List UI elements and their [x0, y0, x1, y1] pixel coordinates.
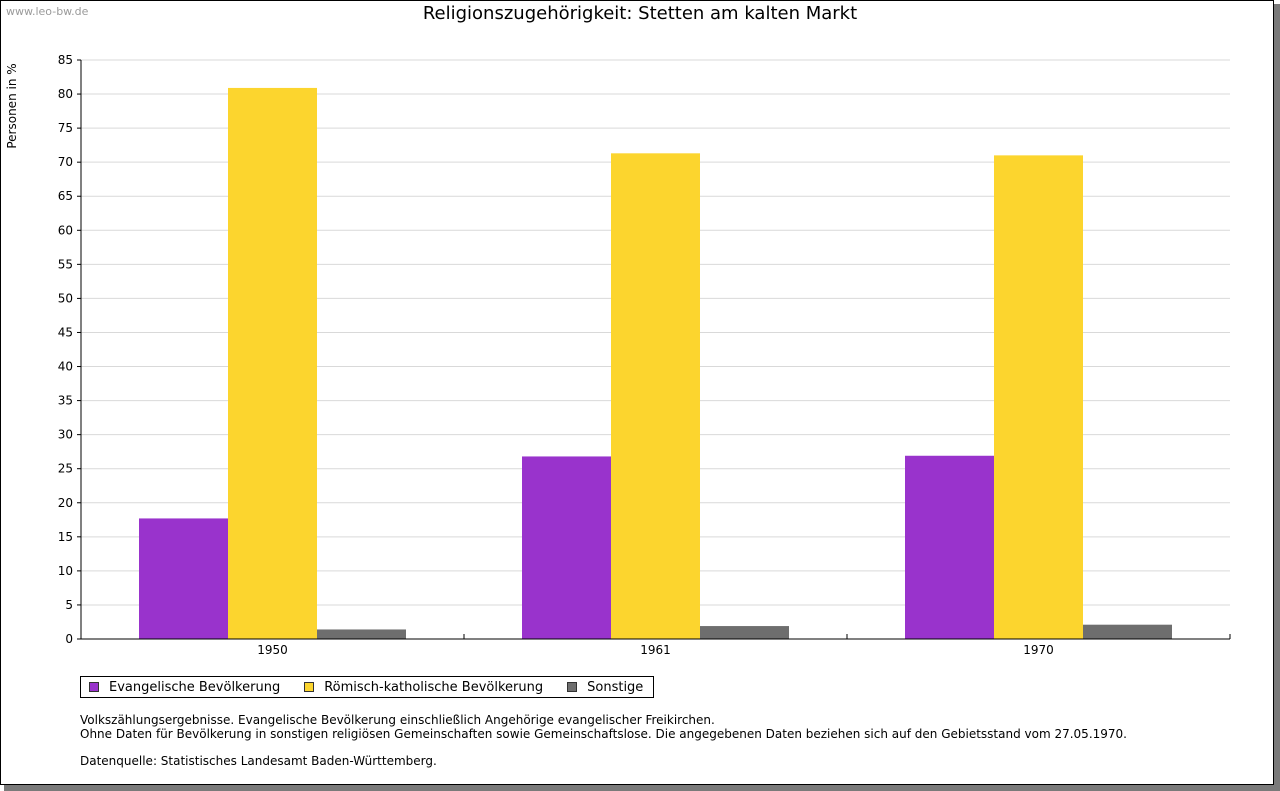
chart-notes: Volkszählungsergebnisse. Evangelische Be…	[80, 713, 1127, 768]
y-tick-label: 80	[58, 87, 73, 101]
frame-shadow	[4, 785, 1280, 791]
y-tick-label: 30	[58, 428, 73, 442]
bar	[522, 456, 611, 639]
bar	[700, 626, 789, 639]
legend-item-evangelisch: Evangelische Bevölkerung	[89, 680, 280, 695]
legend-label: Sonstige	[587, 679, 644, 695]
legend-swatch	[567, 682, 578, 692]
y-tick-label: 20	[58, 496, 73, 510]
bar	[228, 87, 317, 640]
x-tick-label: 1970	[1023, 643, 1054, 657]
note-line: Volkszählungsergebnisse. Evangelische Be…	[80, 713, 715, 727]
data-source: Datenquelle: Statistisches Landesamt Bad…	[80, 754, 437, 768]
chart-title: Religionszugehörigkeit: Stetten am kalte…	[422, 3, 858, 24]
bars	[139, 87, 1172, 640]
y-axis-ticks: 0 5 10 15 20 25 30 35 40 45 50 55 60 65 70 75 80 85	[58, 53, 81, 646]
y-tick-label: 10	[58, 564, 73, 578]
note-line: Ohne Daten für Bevölkerung in sonstigen …	[80, 727, 1127, 741]
y-tick-label: 65	[58, 189, 73, 203]
y-tick-label: 25	[58, 462, 73, 476]
y-tick-label: 15	[58, 530, 73, 544]
legend-item-sonstige: Sonstige	[567, 680, 643, 695]
y-tick-label: 5	[65, 598, 73, 612]
axes	[80, 60, 1230, 640]
legend-swatch	[304, 682, 315, 692]
legend-label: Römisch-katholische Bevölkerung	[324, 679, 544, 695]
y-tick-label: 40	[58, 360, 73, 374]
bar	[994, 155, 1083, 640]
legend-label: Evangelische Bevölkerung	[109, 679, 281, 695]
bar	[139, 518, 228, 639]
y-tick-label: 85	[58, 53, 73, 67]
bar	[611, 153, 700, 640]
bar	[317, 629, 406, 639]
watermark: www.leo-bw.de	[6, 5, 89, 18]
y-tick-label: 0	[65, 632, 73, 646]
bar	[1083, 624, 1172, 639]
y-axis-label: Personen in %	[5, 63, 19, 148]
legend: Evangelische Bevölkerung Römisch-katholi…	[80, 676, 655, 698]
x-axis-ticks: 1950 1961 1970	[80, 634, 1231, 657]
frame-shadow	[1274, 4, 1280, 791]
legend-item-katholisch: Römisch-katholische Bevölkerung	[304, 680, 543, 695]
y-tick-label: 55	[58, 257, 73, 271]
x-tick-label: 1950	[257, 643, 288, 657]
y-tick-label: 60	[58, 223, 73, 237]
x-tick-label: 1961	[640, 643, 671, 657]
legend-swatch	[89, 682, 99, 692]
y-tick-label: 75	[58, 121, 73, 135]
bar	[905, 455, 994, 639]
y-tick-label: 70	[58, 155, 73, 169]
y-tick-label: 35	[58, 394, 73, 408]
y-tick-label: 45	[58, 325, 73, 339]
y-tick-label: 50	[58, 291, 73, 305]
